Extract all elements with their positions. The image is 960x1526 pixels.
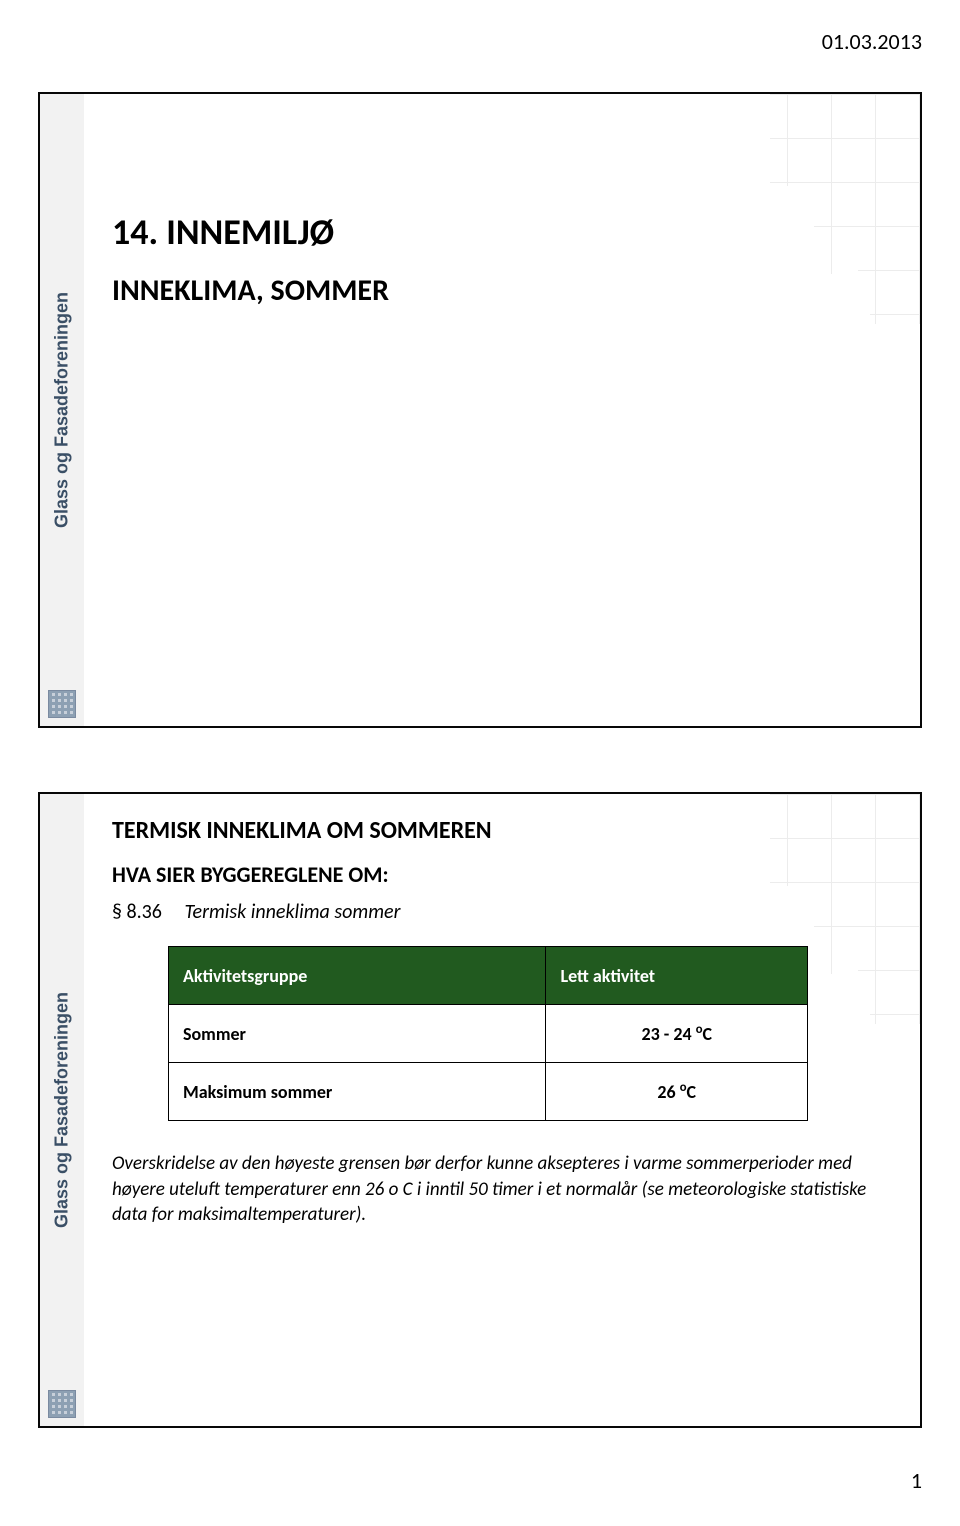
table-cell-label: Sommer — [169, 1005, 546, 1063]
slide-1: Glass og Fasadeforeningen 14. INNEMILJØ … — [38, 92, 922, 728]
table-cell-value: 26 oC — [546, 1063, 808, 1121]
sidebar-brand-text: Glass og Fasadeforeningen — [52, 292, 73, 528]
table-row: Maksimum sommer 26 oC — [169, 1063, 808, 1121]
brand-logo-icon — [48, 690, 76, 718]
footer-page-number: 1 — [911, 1467, 922, 1494]
sidebar-brand-text: Glass og Fasadeforeningen — [52, 992, 73, 1228]
section-text: Termisk inneklima sommer — [184, 900, 400, 924]
slide-2-body-text: Overskridelse av den høyeste grensen bør… — [112, 1151, 872, 1228]
header-date: 01.03.2013 — [822, 28, 922, 55]
slide-sidebar: Glass og Fasadeforeningen — [40, 794, 84, 1426]
slide-2-body: TERMISK INNEKLIMA OM SOMMEREN HVA SIER B… — [84, 794, 920, 1426]
decorative-grid-icon — [770, 94, 920, 324]
slide-2: Glass og Fasadeforeningen TERMISK INNEKL… — [38, 792, 922, 1428]
table-cell-label: Maksimum sommer — [169, 1063, 546, 1121]
page: 01.03.2013 Glass og Fasadeforeningen 14.… — [0, 0, 960, 1514]
slide-1-body: 14. INNEMILJØ INNEKLIMA, SOMMER — [84, 94, 920, 726]
decorative-grid-icon — [770, 794, 920, 1024]
brand-logo-icon — [48, 1390, 76, 1418]
table-header-row: Aktivitetsgruppe Lett aktivitet — [169, 947, 808, 1005]
activity-table: Aktivitetsgruppe Lett aktivitet Sommer 2… — [168, 946, 808, 1121]
table-cell-value: 23 - 24 oC — [546, 1005, 808, 1063]
table-header-col1: Aktivitetsgruppe — [169, 947, 546, 1005]
table-header-col2: Lett aktivitet — [546, 947, 808, 1005]
slide-sidebar: Glass og Fasadeforeningen — [40, 94, 84, 726]
table-row: Sommer 23 - 24 oC — [169, 1005, 808, 1063]
section-symbol: § 8.36 — [112, 900, 162, 924]
